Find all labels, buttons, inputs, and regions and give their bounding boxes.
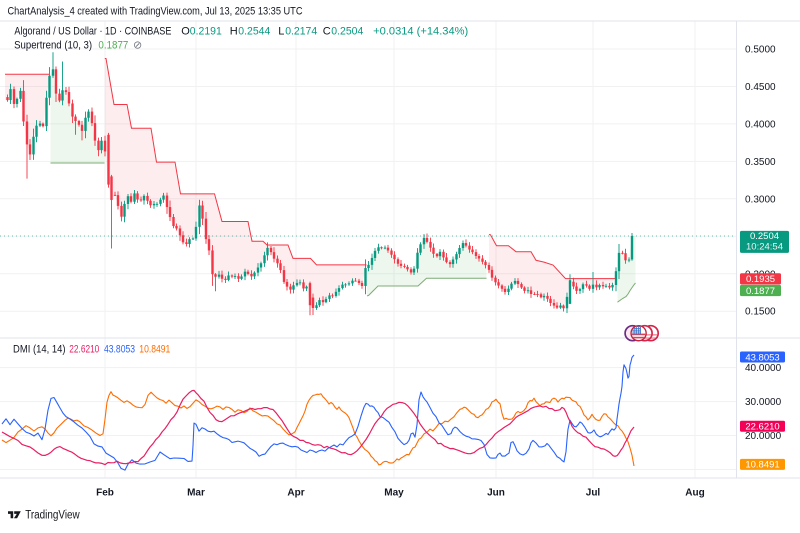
- svg-text:0.4500: 0.4500: [745, 82, 776, 93]
- svg-text:0.1500: 0.1500: [745, 307, 776, 318]
- svg-text:Supertrend (10, 3): Supertrend (10, 3): [14, 39, 92, 51]
- svg-text:May: May: [384, 488, 404, 499]
- svg-text:0.1877: 0.1877: [746, 286, 775, 297]
- svg-text:0.2544: 0.2544: [238, 26, 270, 38]
- svg-text:43.8053: 43.8053: [745, 352, 779, 363]
- svg-text:0.3000: 0.3000: [745, 194, 776, 205]
- svg-text:Mar: Mar: [187, 488, 205, 499]
- svg-text:O: O: [181, 26, 190, 38]
- svg-text:Algorand / US Dollar · 1D · CO: Algorand / US Dollar · 1D · COINBASE: [14, 26, 171, 38]
- svg-text:10:24:54: 10:24:54: [746, 242, 783, 253]
- svg-text:⊘: ⊘: [133, 39, 142, 51]
- svg-text:0.2504: 0.2504: [750, 231, 779, 242]
- svg-text:30.0000: 30.0000: [745, 397, 782, 408]
- svg-text:10.8491: 10.8491: [139, 344, 170, 356]
- svg-text:ChartAnalysis_4 created with T: ChartAnalysis_4 created with TradingView…: [8, 6, 303, 18]
- svg-text:0.3500: 0.3500: [745, 157, 776, 168]
- svg-text:0.1877: 0.1877: [98, 39, 128, 51]
- svg-text:0.2191: 0.2191: [190, 26, 222, 38]
- svg-text:TradingView: TradingView: [25, 509, 80, 521]
- svg-text:Jun: Jun: [487, 488, 505, 499]
- svg-text:0.2504: 0.2504: [331, 26, 363, 38]
- svg-text:40.0000: 40.0000: [745, 363, 782, 374]
- svg-text:H: H: [230, 26, 238, 38]
- svg-text:Apr: Apr: [287, 488, 304, 499]
- svg-text:C: C: [323, 26, 331, 38]
- svg-text:22.6210: 22.6210: [69, 344, 99, 356]
- svg-text:0.5000: 0.5000: [745, 45, 776, 56]
- svg-text:Aug: Aug: [685, 488, 704, 499]
- svg-text:20.0000: 20.0000: [745, 431, 782, 442]
- svg-text:L: L: [278, 26, 284, 38]
- svg-text:+0.0314 (+14.34%): +0.0314 (+14.34%): [373, 26, 468, 38]
- svg-text:22.6210: 22.6210: [745, 422, 779, 433]
- svg-text:Jul: Jul: [586, 488, 601, 499]
- svg-text:43.8053: 43.8053: [104, 344, 135, 356]
- svg-text:DMI (14, 14): DMI (14, 14): [13, 344, 66, 356]
- svg-text:Feb: Feb: [96, 488, 114, 499]
- svg-text:0.2174: 0.2174: [285, 26, 317, 38]
- svg-text:0.4000: 0.4000: [745, 119, 776, 130]
- svg-text:0.1935: 0.1935: [746, 274, 775, 285]
- svg-text:10.8491: 10.8491: [745, 460, 779, 471]
